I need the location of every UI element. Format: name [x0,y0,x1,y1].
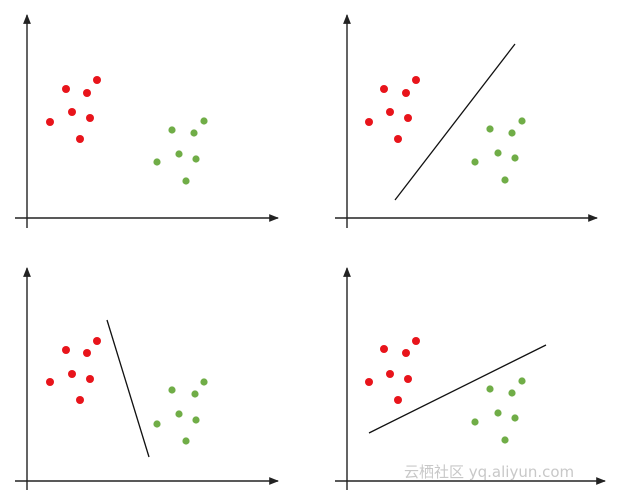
red-point [93,76,101,84]
green-point [182,177,190,185]
green-point [182,437,190,445]
green-point [200,117,208,125]
red-point [46,378,54,386]
red-point [412,337,420,345]
red-point [365,378,373,386]
red-point [365,118,373,126]
red-point [93,337,101,345]
green-point [471,158,479,166]
green-point [153,420,161,428]
green-point [168,126,176,134]
red-point [62,346,70,354]
red-point [83,349,91,357]
separator-line [394,43,516,201]
red-point [386,108,394,116]
red-point [86,375,94,383]
red-point [76,396,84,404]
green-point [190,129,198,137]
red-point [386,370,394,378]
green-point [175,150,183,158]
green-point [508,129,516,137]
separator-line [106,319,150,458]
green-point [494,149,502,157]
green-point [494,409,502,417]
red-point [46,118,54,126]
red-point [380,345,388,353]
green-point [168,386,176,394]
green-point [486,125,494,133]
red-point [68,370,76,378]
red-point [380,85,388,93]
green-point [511,414,519,422]
green-point [518,117,526,125]
red-point [402,89,410,97]
green-point [200,378,208,386]
red-point [68,108,76,116]
red-point [404,114,412,122]
green-point [471,418,479,426]
red-point [394,396,402,404]
green-point [192,416,200,424]
watermark: 云栖社区 yq.aliyun.com [404,463,574,481]
red-point [83,89,91,97]
green-point [192,155,200,163]
red-point [86,114,94,122]
red-point [62,85,70,93]
panels [15,14,606,490]
red-point [402,349,410,357]
green-point [501,176,509,184]
green-point [175,410,183,418]
green-point [518,377,526,385]
red-point [412,76,420,84]
red-point [76,135,84,143]
red-point [394,135,402,143]
green-point [501,436,509,444]
separator-line [368,344,547,434]
green-point [508,389,516,397]
green-point [511,154,519,162]
green-point [191,390,199,398]
red-point [404,375,412,383]
green-point [153,158,161,166]
green-point [486,385,494,393]
